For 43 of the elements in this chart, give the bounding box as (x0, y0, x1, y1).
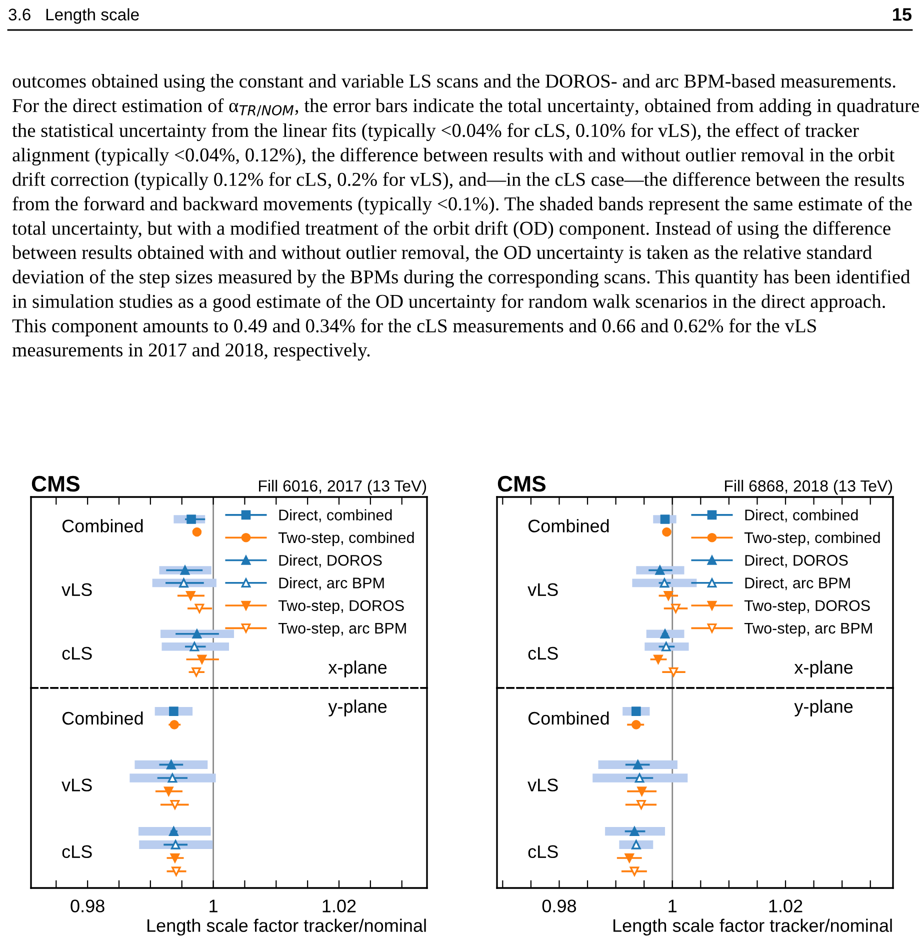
chart-title: CMS (32, 476, 80, 492)
annotation: y-plane (328, 700, 387, 716)
legend-label: Two-step, arc BPM (278, 623, 406, 637)
y-tick-label: Combined (528, 519, 609, 532)
y-tick-label: cLS (528, 646, 558, 660)
y-tick-label: vLS (528, 778, 558, 792)
chart-title: CMS (498, 476, 546, 492)
y-tick-label: cLS (62, 845, 92, 858)
legend-label: Two-step, combined (278, 532, 414, 546)
legend-label: Two-step, DOROS (744, 600, 870, 614)
y-tick-label: cLS (528, 845, 558, 858)
y-tick-label: vLS (62, 583, 92, 596)
y-tick-label: Combined (62, 711, 143, 725)
y-tick-label: Combined (528, 711, 609, 725)
legend-label: Two-step, combined (744, 532, 880, 546)
legend-label: Direct, arc BPM (279, 577, 384, 590)
legend-label: Direct, DOROS (279, 554, 382, 568)
annotation: x-plane (794, 660, 853, 678)
annotation: x-plane (328, 660, 387, 678)
y-tick-label: vLS (62, 778, 92, 792)
x-tick-label: 1 (668, 900, 677, 912)
legend-label: Two-step, DOROS (278, 600, 404, 614)
annotation: y-plane (794, 700, 853, 716)
text: outcomes obtained using the constant and variable LS scans and the DOROS- and arc BPM-based measurements. For the direct estimation of α$_{TR/NOM}$, the error bars indicate the total uncertainty, obtained from adding in quadrature the statistical uncertainty from the linear fits (typically <0.04% for cLS, 0.10% for vLS), the effect of tracker alignment (typically <0.04%, 0.12%), the difference between results with and without outlier removal in the orbit drift correction (typically 0.12% for cLS, 0.2% for vLS), and—in the cLS case—the difference between the results from the forward and backward movements (typically <0.1%). The shaded bands represent the same estimate of the total uncertainty, but with a modified treatment of the orbit drift (OD) component. Instead of using the difference between results obtained with and without outlier removal, the OD uncertainty is taken as the relative standard deviation of the step sizes measured by the BPMs during the corresponding scans. This quantity has been identified in simulation studies as a good estimate of the OD uncertainty for random walk scenarios in the direct approach. This component amounts to 0.49 and 0.34% for the cLS measurements and 0.66 and 0.62% for the vLS measurements in 2017 and 2018, respectively. (12, 74, 919, 361)
legend-label: Two-step, arc BPM (744, 623, 872, 637)
chart-subtitle: Fill 6016, 2017 (13 TeV) (259, 480, 426, 495)
x-tick-label: 1.02 (769, 900, 802, 912)
x-axis-title: Length scale factor tracker/nominal (613, 918, 892, 936)
x-tick-label: 0.98 (70, 900, 104, 912)
legend-label: Direct, DOROS (745, 554, 848, 568)
legend-label: Direct, combined (279, 509, 392, 522)
x-tick-label: 1 (210, 900, 218, 912)
legend-label: Direct, arc BPM (745, 577, 850, 590)
x-tick-label: 0.98 (542, 900, 576, 912)
y-tick-label: cLS (62, 646, 92, 660)
chart-subtitle: Fill 6868, 2018 (13 TeV) (725, 480, 892, 495)
legend-label: Direct, combined (745, 509, 858, 522)
x-axis-title: Length scale factor tracker/nominal (147, 918, 426, 936)
text: 15 (893, 8, 912, 21)
x-tick-label: 1.02 (322, 900, 356, 912)
text: 3.6 Length scale (8, 8, 139, 24)
y-tick-label: vLS (528, 583, 558, 596)
y-tick-label: Combined (62, 519, 143, 532)
